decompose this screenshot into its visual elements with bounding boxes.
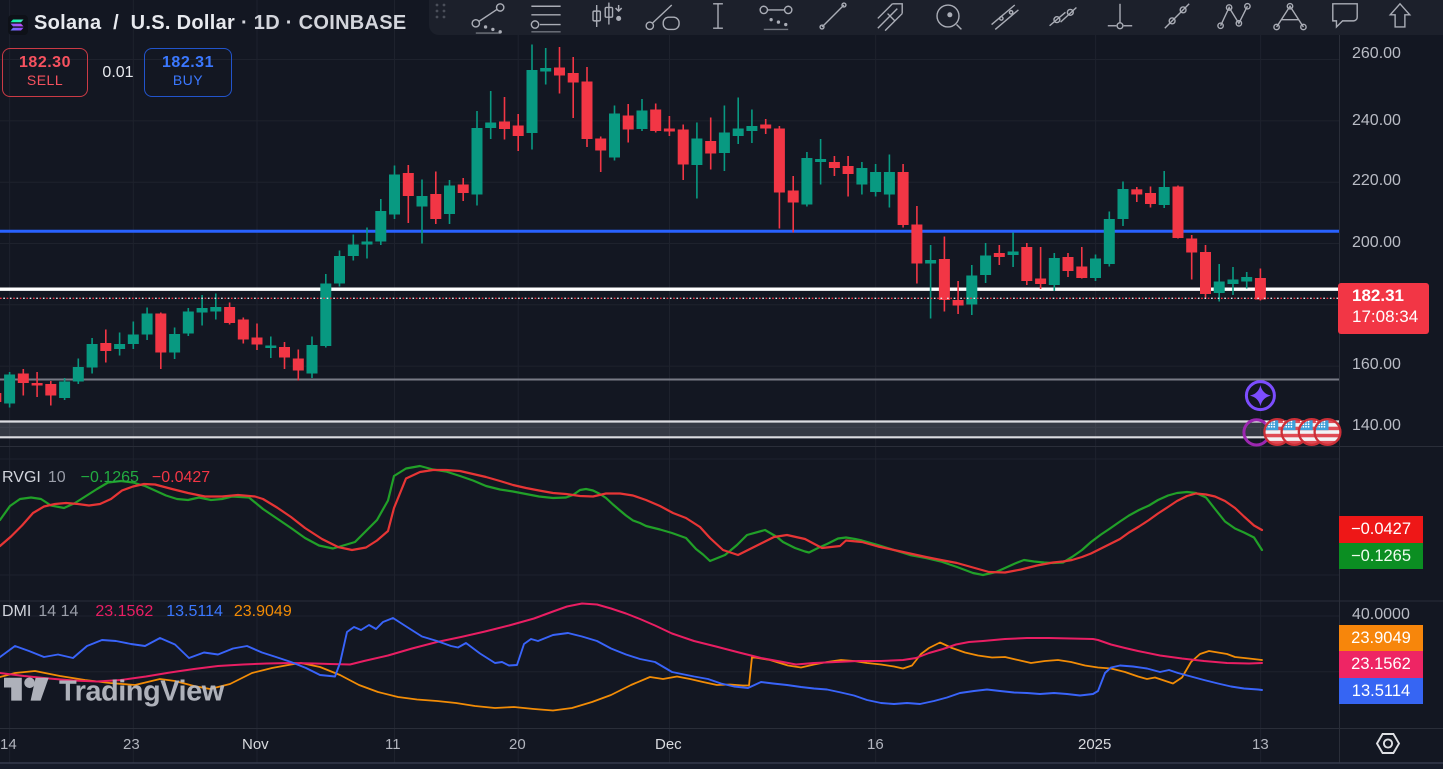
svg-text:TradingView: TradingView [59,676,225,708]
